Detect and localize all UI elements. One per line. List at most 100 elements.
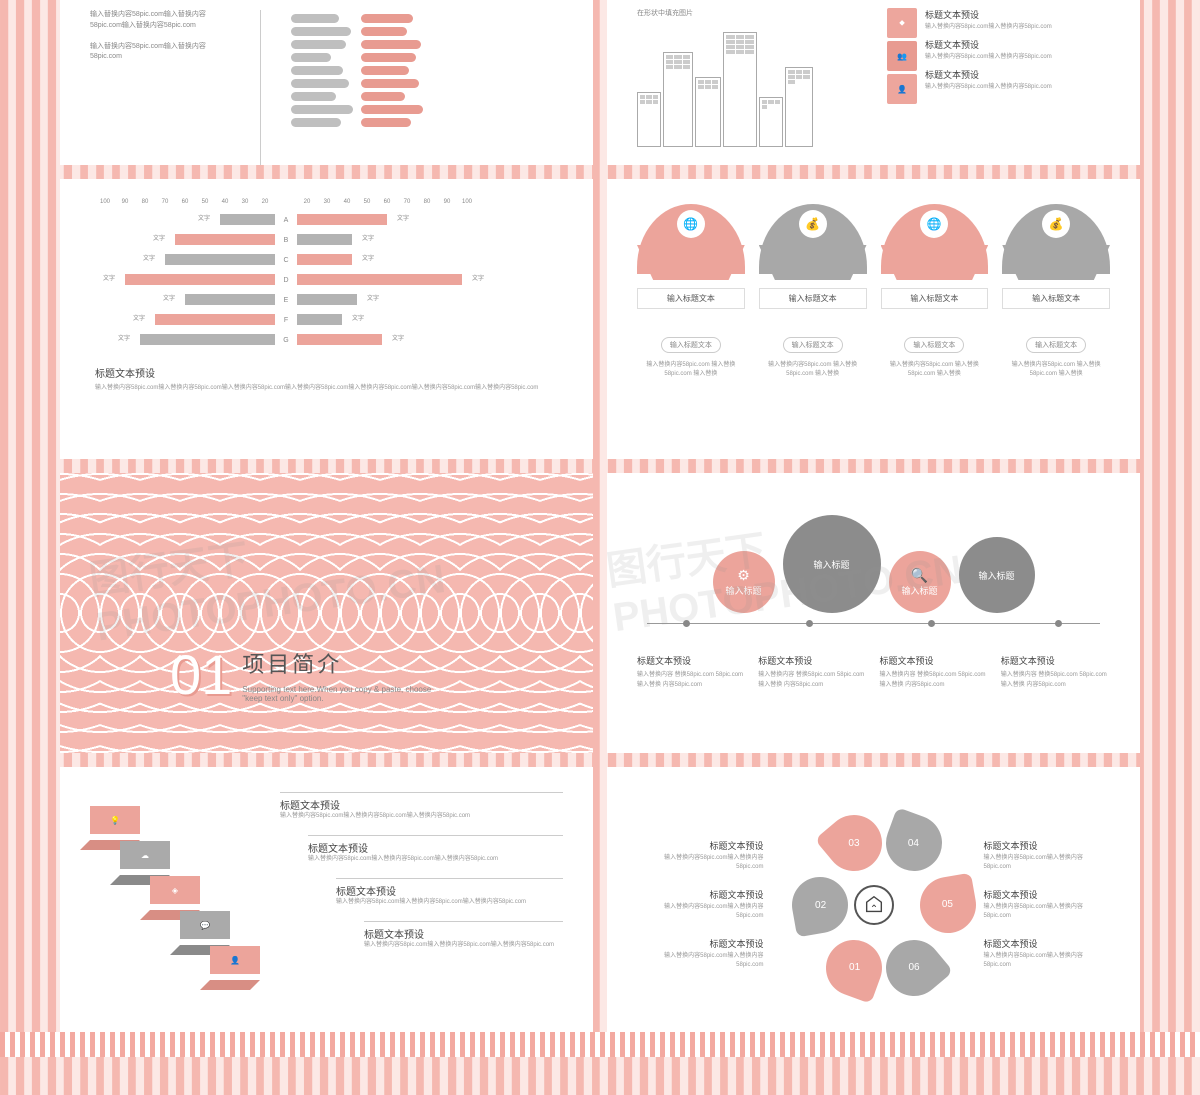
- stair-text-row: 标题文本预设输入替换内容58pic.com输入替换内容58pic.com输入替换…: [336, 878, 563, 907]
- section-support: Supporting text here.When you copy & pas…: [242, 685, 442, 703]
- petal-text-left: 标题文本预设输入替换内容58pic.com输入替换内容58pic.com: [637, 937, 764, 970]
- stair-text-row: 标题文本预设输入替换内容58pic.com输入替换内容58pic.com输入替换…: [280, 792, 563, 821]
- item-title: 标题文本预设: [925, 8, 1052, 21]
- arch-label: 输入标题文本: [637, 288, 745, 309]
- s2-icons: ⬥👥👤: [887, 8, 917, 165]
- item-desc: 输入替换内容58pic.com输入替换内容58pic.com: [925, 21, 1052, 30]
- timeline-circle: ⚙输入标题: [713, 551, 775, 613]
- pill-grey: [291, 53, 331, 62]
- item-desc: 输入替换内容58pic.com输入替换内容58pic.com: [925, 81, 1052, 90]
- pill-pink: [361, 118, 411, 127]
- pill-grey: [291, 14, 339, 23]
- petal-text-right: 标题文本预设输入替换内容58pic.com输入替换内容58pic.com: [984, 888, 1111, 921]
- bar-row: 文字 G 文字: [95, 331, 558, 349]
- timeline-col: 标题文本预设输入替换内容 替换58pic.com 58pic.com输入替换 内…: [637, 654, 746, 690]
- pill-pink: [361, 105, 423, 114]
- bar-row: 文字 F 文字: [95, 311, 558, 329]
- stair-text-row: 标题文本预设输入替换内容58pic.com输入替换内容58pic.com输入替换…: [364, 921, 563, 950]
- arch-desc: 输入替换内容58pic.com 输入替换58pic.com 输入替换: [637, 361, 745, 379]
- pill-pink: [361, 92, 405, 101]
- petal: 05: [915, 872, 980, 937]
- item-title: 标题文本预设: [925, 68, 1052, 81]
- s3-desc: 输入替换内容58pic.com输入替换内容58pic.com输入替换内容58pi…: [95, 384, 558, 393]
- timeline-col: 标题文本预设输入替换内容 替换58pic.com 58pic.com输入替换 内…: [758, 654, 867, 690]
- slide-3-diverging-bar: 1009080706050403020 2030405060708090100 …: [60, 179, 593, 459]
- arch-item: 💰 输入标题文本 输入标题文本 输入替换内容58pic.com 输入替换58pi…: [1002, 204, 1110, 379]
- section-title: 项目简介: [242, 647, 442, 679]
- arch-label: 输入标题文本: [1002, 288, 1110, 309]
- bar-rows: 文字 A 文字 文字 B 文字 文字 C 文字 文字 D 文字 文字 E 文字 …: [95, 211, 558, 349]
- stair-text-row: 标题文本预设输入替换内容58pic.com输入替换内容58pic.com输入替换…: [308, 835, 563, 864]
- arch-icon: 💰: [799, 210, 827, 238]
- stairs-graphic: 💡☁◈💬👤: [90, 792, 260, 992]
- arch-item: 🌐 输入标题文本 输入标题文本 输入替换内容58pic.com 输入替换58pi…: [881, 204, 989, 379]
- pill-pink: [361, 40, 421, 49]
- petal: 01: [818, 932, 890, 1004]
- arch-icon: 🌐: [677, 210, 705, 238]
- pill-col-pink: [361, 14, 423, 165]
- section-number: 01: [170, 647, 232, 703]
- center-icon: [854, 885, 894, 925]
- pill-pink: [361, 53, 416, 62]
- shape-note: 在形状中填充图片: [637, 8, 867, 18]
- pill-grey: [291, 40, 346, 49]
- arch-item: 💰 输入标题文本 输入标题文本 输入替换内容58pic.com 输入替换58pi…: [759, 204, 867, 379]
- s1-para1: 输入替换内容58pic.com输入替换内容58pic.com输入替换内容58pi…: [90, 10, 230, 31]
- stair-step: ☁: [120, 841, 170, 877]
- petal-diagram: 010203040506: [774, 805, 974, 1005]
- petal: 04: [878, 807, 950, 879]
- timeline-dot: [1055, 620, 1062, 627]
- pill-pink: [361, 79, 419, 88]
- arch-tag: 输入标题文本: [904, 337, 964, 353]
- pill-grey: [291, 27, 351, 36]
- timeline-circle: 输入标题: [783, 515, 881, 613]
- arch-icon: 💰: [1042, 210, 1070, 238]
- timeline-dot: [928, 620, 935, 627]
- timeline-circle: 🔍输入标题: [889, 551, 951, 613]
- petal-text-right: 标题文本预设输入替换内容58pic.com输入替换内容58pic.com: [984, 937, 1111, 970]
- arch-tag: 输入标题文本: [783, 337, 843, 353]
- petal-text-right: 标题文本预设输入替换内容58pic.com输入替换内容58pic.com: [984, 839, 1111, 872]
- bottom-wave: [0, 1032, 1200, 1057]
- slide-grid: 输入替换内容58pic.com输入替换内容58pic.com 输入替换内容58pi…: [0, 0, 1200, 1032]
- pill-grey: [291, 79, 349, 88]
- pill-grey: [291, 118, 341, 127]
- pill-chart: [291, 10, 563, 165]
- petal: 03: [814, 803, 893, 882]
- slide-8-petals: 标题文本预设输入替换内容58pic.com输入替换内容58pic.com 标题文本…: [607, 767, 1140, 1032]
- divider: [260, 10, 261, 165]
- s1-para2: 输入替换内容58pic.com输入替换内容58pic.com: [90, 42, 230, 63]
- slide-7-stairs: 💡☁◈💬👤 标题文本预设输入替换内容58pic.com输入替换内容58pic.c…: [60, 767, 593, 1032]
- bar-row: 文字 E 文字: [95, 291, 558, 309]
- watermark: 图行天下 PHOTOPHOTO.CN: [85, 478, 593, 650]
- square-icon: 👥: [887, 41, 917, 71]
- petal: 02: [787, 872, 852, 937]
- pill-grey: [291, 105, 353, 114]
- axis-right: 2030405060708090100: [297, 199, 477, 205]
- slide-6-timeline: ⚙输入标题输入标题🔍输入标题输入标题 标题文本预设输入替换内容 替换58pic.…: [607, 473, 1140, 753]
- s3-title: 标题文本预设: [95, 365, 558, 380]
- slide-2: 在形状中填充图片 ⬥👥👤 标题文本预设输入替换内容58pic.com输入替换内容…: [607, 0, 1140, 165]
- timeline-dot: [683, 620, 690, 627]
- pill-pink: [361, 27, 407, 36]
- slide-1: 输入替换内容58pic.com输入替换内容58pic.com输入替换内容58pi…: [60, 0, 593, 165]
- arch-desc: 输入替换内容58pic.com 输入替换58pic.com 输入替换: [881, 361, 989, 379]
- pill-grey: [291, 66, 343, 75]
- pill-grey: [291, 92, 336, 101]
- pill-col-grey: [291, 14, 353, 165]
- item-title: 标题文本预设: [925, 38, 1052, 51]
- item-desc: 输入替换内容58pic.com输入替换内容58pic.com: [925, 51, 1052, 60]
- bar-row: 文字 B 文字: [95, 231, 558, 249]
- city-illustration: [637, 22, 867, 147]
- timeline-line: [647, 623, 1100, 624]
- stair-step: 👤: [210, 946, 260, 982]
- petal: 06: [874, 928, 953, 1007]
- square-icon: ⬥: [887, 8, 917, 38]
- s1-text: 输入替换内容58pic.com输入替换内容58pic.com输入替换内容58pi…: [90, 10, 230, 165]
- bar-row: 文字 A 文字: [95, 211, 558, 229]
- bar-row: 文字 D 文字: [95, 271, 558, 289]
- stair-step: ◈: [150, 876, 200, 912]
- slide-5-section-title: 01 项目简介 Supporting text here.When you co…: [60, 473, 593, 753]
- arch-label: 输入标题文本: [759, 288, 867, 309]
- pill-pink: [361, 66, 409, 75]
